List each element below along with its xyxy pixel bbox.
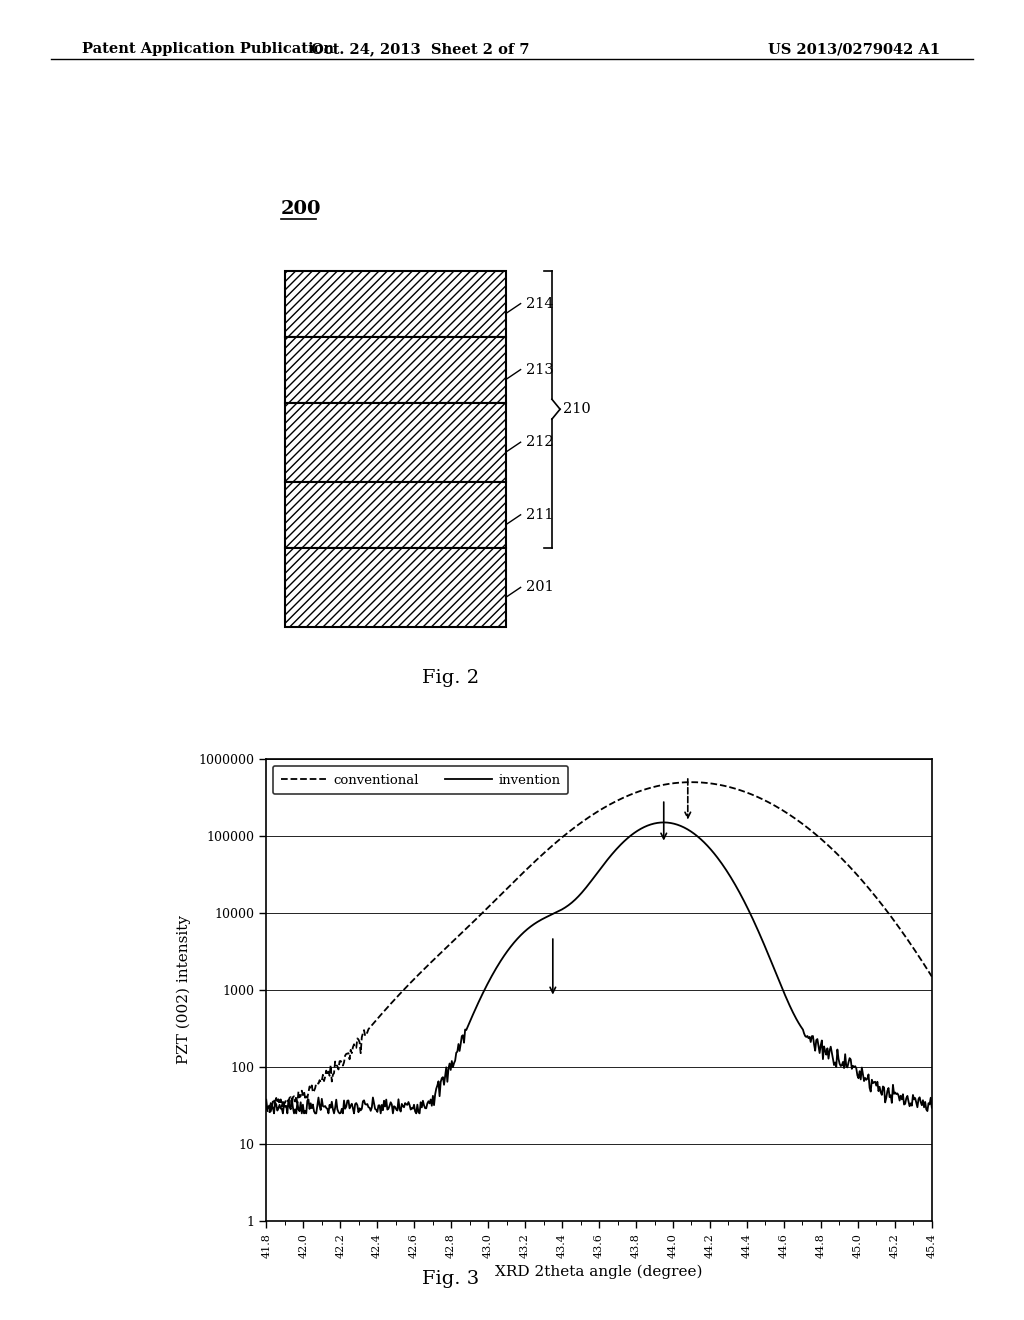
invention xyxy=(562,898,574,913)
Bar xyxy=(285,548,506,627)
conventional xyxy=(432,948,444,964)
conventional xyxy=(764,795,776,810)
conventional xyxy=(686,775,698,791)
Text: 212: 212 xyxy=(526,436,554,449)
invention xyxy=(764,949,776,965)
Text: 214: 214 xyxy=(526,297,554,310)
invention xyxy=(432,1073,444,1089)
conventional xyxy=(262,1105,274,1121)
Line: invention: invention xyxy=(266,822,932,1113)
invention xyxy=(260,1092,272,1107)
Y-axis label: PZT (002) intensity: PZT (002) intensity xyxy=(177,916,191,1064)
Text: Fig. 2: Fig. 2 xyxy=(422,669,479,688)
Text: Oct. 24, 2013  Sheet 2 of 7: Oct. 24, 2013 Sheet 2 of 7 xyxy=(310,42,529,57)
invention xyxy=(707,843,719,859)
invention xyxy=(657,814,670,830)
Legend: conventional, invention: conventional, invention xyxy=(272,766,568,795)
Text: Fig. 3: Fig. 3 xyxy=(422,1270,479,1288)
Text: 201: 201 xyxy=(526,581,554,594)
Bar xyxy=(285,403,506,482)
Text: 210: 210 xyxy=(563,403,591,416)
Text: 211: 211 xyxy=(526,508,554,521)
Line: conventional: conventional xyxy=(266,783,932,1113)
invention xyxy=(926,1100,938,1115)
Bar xyxy=(285,337,506,403)
Text: US 2013/0279042 A1: US 2013/0279042 A1 xyxy=(768,42,940,57)
Bar xyxy=(285,482,506,548)
invention xyxy=(653,814,666,830)
Text: 213: 213 xyxy=(526,363,554,376)
conventional xyxy=(379,1002,391,1018)
conventional xyxy=(707,776,719,792)
X-axis label: XRD 2theta angle (degree): XRD 2theta angle (degree) xyxy=(496,1265,702,1279)
conventional xyxy=(926,969,938,985)
Bar xyxy=(285,271,506,337)
Text: Patent Application Publication: Patent Application Publication xyxy=(82,42,334,57)
conventional xyxy=(562,824,574,840)
Text: 200: 200 xyxy=(281,199,322,218)
conventional xyxy=(260,1097,272,1113)
invention xyxy=(379,1098,391,1114)
conventional xyxy=(653,777,666,793)
invention xyxy=(268,1105,281,1121)
